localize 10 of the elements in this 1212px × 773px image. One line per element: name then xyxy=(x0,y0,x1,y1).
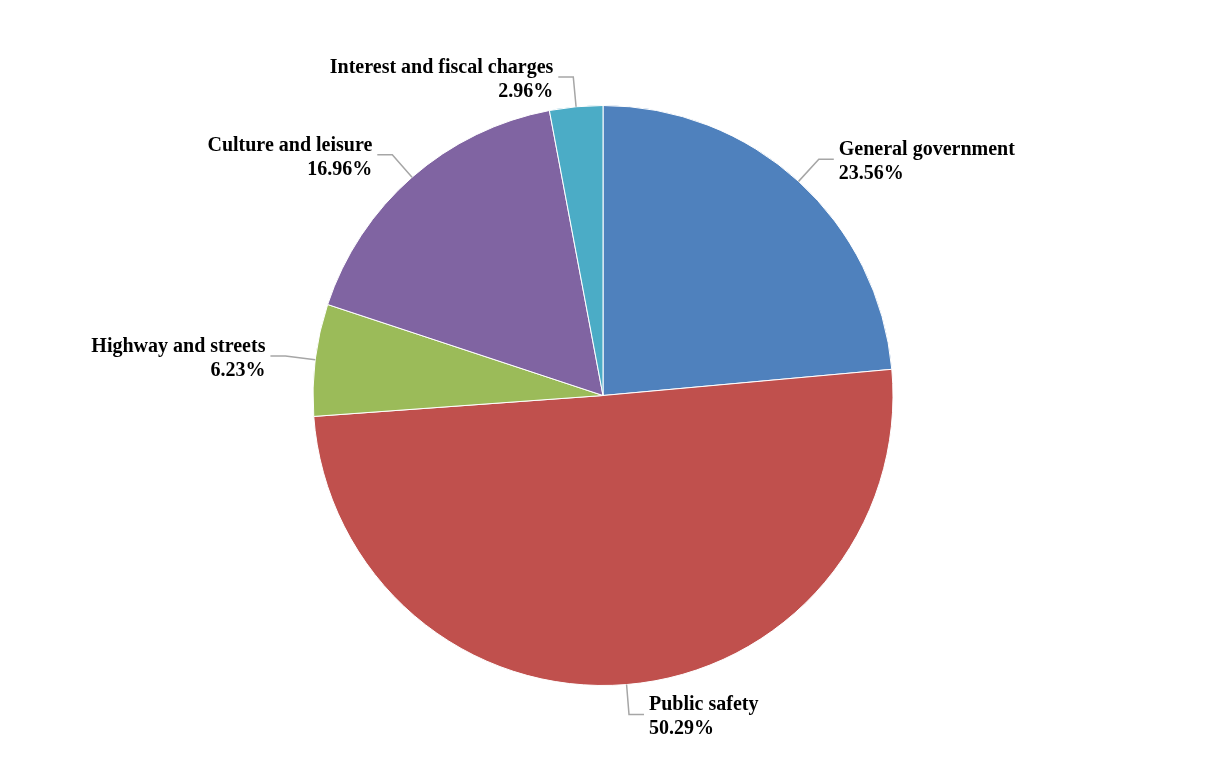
data-label: 50.29% xyxy=(649,716,715,739)
slice-label: Interest and fiscal charges xyxy=(329,54,554,78)
data-label: 2.96% xyxy=(498,78,554,101)
slice-label: Highway and streets xyxy=(91,334,266,358)
data-label: 6.23% xyxy=(210,358,266,381)
slice-label: Culture and leisure xyxy=(207,132,373,155)
slice-label: General government xyxy=(838,137,1016,161)
slice-label: Public safety xyxy=(649,692,759,716)
data-label: 23.56% xyxy=(838,161,904,184)
data-label: 16.96% xyxy=(307,156,373,179)
